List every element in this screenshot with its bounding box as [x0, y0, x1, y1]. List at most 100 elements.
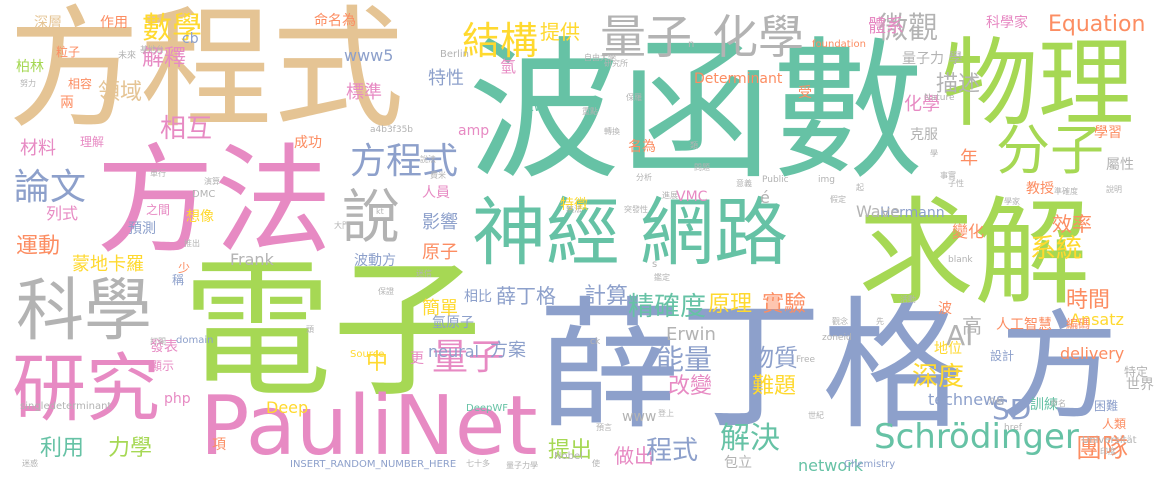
- word-quantum: 量子: [600, 10, 692, 64]
- word-predict: 預測: [128, 221, 156, 237]
- word-make: 做出: [614, 444, 654, 468]
- word-meaning: 意義: [736, 179, 752, 188]
- word-img: img: [818, 175, 835, 185]
- word-wave-function: 波函數: [468, 23, 924, 200]
- word-explain: 解釋: [142, 46, 187, 71]
- word-wave: Wave: [856, 202, 900, 221]
- word-attribute: 屬性: [1106, 157, 1134, 173]
- word-unable: 無法: [566, 205, 582, 214]
- word-determinant-cn: 列式: [46, 204, 79, 223]
- word-algorithm: 演算: [204, 177, 220, 186]
- word-publish: 發表: [150, 339, 178, 355]
- word-pauli: 包立: [724, 455, 752, 471]
- word-foundation: foundation: [812, 39, 866, 50]
- word-blank: blank: [948, 255, 973, 265]
- word-experiment: 實驗: [762, 292, 807, 317]
- word-ai-cn: 人工智慧: [996, 317, 1052, 333]
- word-activity: 活動: [900, 295, 916, 304]
- word-program: 程式: [646, 436, 699, 466]
- word-intro: 介紹: [988, 397, 1004, 406]
- word-success: 成功: [294, 135, 322, 151]
- word-progress: 進展: [662, 191, 678, 200]
- word-zoneid: zoneid: [822, 333, 852, 343]
- word-wave-eq: 波動方: [354, 253, 396, 269]
- word-mechanics: 力學: [108, 436, 153, 461]
- word-year: 年: [960, 148, 978, 169]
- word-team: 團隊: [1076, 434, 1129, 464]
- word-berlin: Berlin: [440, 49, 470, 60]
- word-deep: Deep: [266, 398, 309, 417]
- word-first: 先: [876, 317, 884, 326]
- word-kt: kt: [376, 207, 384, 216]
- word-feature: 特徵: [560, 197, 588, 213]
- word-influence: 影響: [422, 212, 458, 233]
- word-mutual: 相互: [160, 114, 213, 144]
- word-physics: 物理: [942, 28, 1134, 140]
- word-personnel: 人員: [422, 185, 450, 201]
- word-ai: AI: [946, 319, 974, 352]
- word-atom: 原子: [422, 242, 458, 263]
- word-method: 方法: [96, 132, 333, 270]
- word-schrodinger: 薛丁格: [538, 284, 964, 449]
- word-accuracy: 準確度: [1054, 187, 1078, 196]
- word-monte-carlo: 蒙地卡羅: [72, 254, 144, 275]
- word-gate: 大門: [334, 221, 350, 230]
- word-a4b3f35b: a4b3f35b: [370, 125, 414, 135]
- word-india: 印度: [1100, 447, 1116, 456]
- word-e-accent: é: [760, 188, 770, 207]
- word-assume: 假定: [830, 195, 846, 204]
- word-named-as: 命名為: [314, 13, 356, 29]
- word-erwin: Erwin: [666, 324, 716, 345]
- word-mathematics: 數學: [142, 11, 202, 46]
- word-research: 研究: [12, 346, 160, 432]
- word-fermi: 費米: [430, 171, 446, 180]
- word-particle: 粒子: [56, 45, 81, 59]
- word-receive: 受: [798, 85, 812, 101]
- word-specific: 特定: [1124, 365, 1149, 379]
- word-compatible: 相容: [68, 77, 93, 91]
- word-encode: 編碼: [1066, 317, 1091, 331]
- word-schrodinger-small: 薛丁格: [496, 284, 556, 308]
- word-system: 系統: [1030, 234, 1083, 264]
- word-variation: 變化: [952, 222, 985, 241]
- word-century: 世紀: [808, 411, 824, 420]
- word-technews: technews: [928, 390, 1005, 409]
- word-high: 高: [962, 314, 982, 338]
- word-prophecy: 預言: [596, 423, 612, 432]
- word-kind: 類: [690, 141, 698, 150]
- word-base-station: 基地台: [140, 45, 164, 54]
- word-quantum-mechanics: 量子力 學: [902, 51, 963, 67]
- word-study: 學: [930, 149, 938, 158]
- word-sd: SD: [992, 393, 1032, 426]
- word-imagine: 想像: [186, 209, 214, 225]
- word-name: 命名: [1050, 399, 1066, 408]
- word-qm-tiny: 量子力學: [506, 461, 538, 470]
- word-depth: 深度: [912, 362, 965, 392]
- word-public: Public: [762, 175, 789, 185]
- word-source: Source: [350, 349, 385, 360]
- word-hydrogen-atom: 氫原子: [432, 315, 474, 331]
- word-sudden: 突發性: [624, 205, 648, 214]
- word-confuse: 迷惑: [22, 459, 38, 468]
- word-understand: 理解: [80, 135, 105, 149]
- word-microscopic: 微觀: [878, 11, 938, 46]
- word-berlin-cn: 柏林: [16, 59, 44, 75]
- word-equation: 方程式: [8, 0, 404, 147]
- word-property: 特性: [428, 68, 464, 89]
- word-nobel: Nobel: [554, 451, 583, 462]
- word-between: 之間: [146, 203, 171, 217]
- word-network-latin: network: [798, 456, 863, 475]
- word-question: 問題: [694, 163, 710, 172]
- word-material: 材料: [20, 138, 56, 159]
- word-describe: 描述: [936, 72, 981, 97]
- word-two: 兩: [60, 95, 74, 111]
- word-motion: 運動: [16, 234, 61, 259]
- word-field: 領域: [98, 80, 143, 105]
- word-ck: ck: [590, 337, 601, 347]
- word-neural-latin: neural: [428, 342, 479, 361]
- word-design: 設計: [990, 349, 1015, 363]
- word-free: Free: [796, 355, 816, 365]
- word-seventy: 七十多: [466, 459, 490, 468]
- word-provide: 提供: [540, 20, 580, 44]
